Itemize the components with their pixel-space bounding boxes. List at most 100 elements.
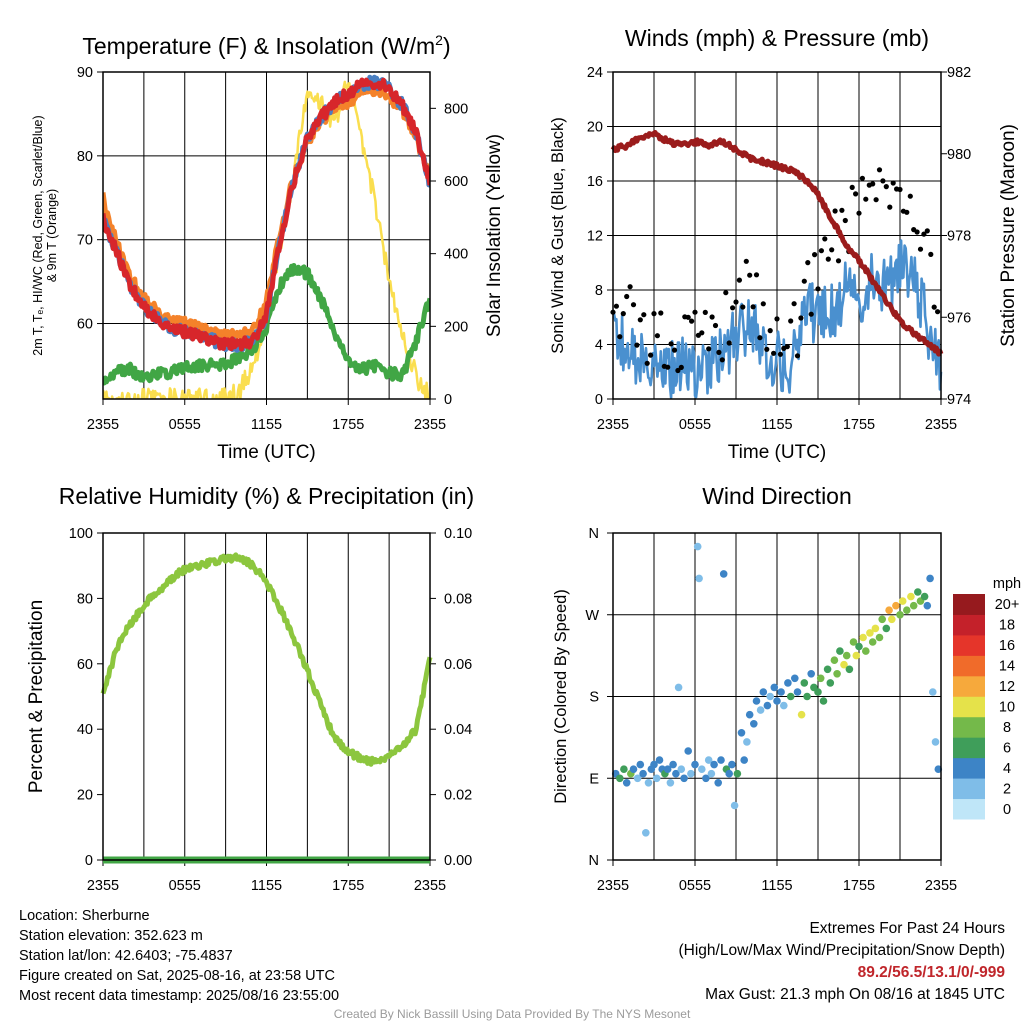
y2-tick-label: 0.08	[444, 591, 472, 607]
gust-point	[644, 360, 650, 366]
direction-point	[677, 765, 686, 773]
gust-point	[863, 196, 869, 202]
x-axis-label: Time (UTC)	[217, 442, 316, 463]
y-tick-label: 70	[77, 233, 93, 249]
gust-point	[829, 247, 835, 253]
colorbar-label: 12	[999, 679, 1015, 695]
gust-point	[753, 272, 760, 278]
colorbar-title: mph	[993, 576, 1021, 592]
colorbar-label: 0	[1003, 802, 1011, 818]
direction-point	[770, 683, 779, 692]
direction-point	[759, 688, 768, 696]
direction-point	[616, 774, 624, 783]
y-tick-label: 24	[587, 65, 603, 81]
colorbar-swatch	[953, 675, 985, 697]
gust-point	[890, 180, 896, 186]
direction-point	[816, 674, 825, 683]
gust-point	[736, 277, 743, 283]
y2-tick-label: 0.10	[444, 526, 472, 542]
colorbar-label: 8	[1003, 720, 1011, 736]
chart-panel-3: 2355 0555 1155 1755 2355 0 20 40 60 80 100 0.00 0.02…	[26, 483, 474, 894]
direction-point	[766, 692, 774, 701]
direction-point	[725, 769, 733, 778]
gust-point	[654, 333, 661, 339]
y2-tick-label: 976	[947, 310, 971, 326]
y-tick-label: E	[589, 771, 599, 787]
gust-point	[648, 352, 654, 358]
gust-point	[897, 186, 903, 193]
gust-point	[774, 316, 780, 322]
y2-tick-label: 982	[947, 65, 971, 81]
direction-point	[800, 679, 809, 687]
y-tick-label: 40	[77, 722, 93, 738]
colorbar-label: 2	[1003, 781, 1011, 797]
direction-point	[898, 597, 907, 605]
direction-point	[740, 756, 748, 764]
recent-timestamp: Most recent data timestamp: 2025/08/16 2…	[19, 988, 340, 1004]
gust-point	[839, 207, 845, 213]
direction-point	[695, 574, 703, 583]
direction-point	[797, 710, 806, 719]
gust-point	[805, 260, 811, 266]
direction-point	[633, 774, 642, 783]
direction-point	[803, 692, 811, 701]
chart-title: Relative Humidity (%) & Precipitation (i…	[59, 483, 474, 509]
gust-point	[808, 311, 814, 317]
credit-line: Created By Nick Bassill Using Data Provi…	[333, 1007, 691, 1021]
direction-point	[714, 779, 722, 787]
y2-tick-label: 800	[444, 101, 468, 117]
y-tick-label: 0	[85, 853, 93, 869]
y2-tick-label: 0.02	[444, 788, 472, 804]
gust-point	[743, 258, 749, 264]
y-axis-label-line: & 9m T (Orange)	[45, 189, 59, 282]
direction-point	[852, 651, 861, 660]
y-axis-label: Percent & Precipitation	[26, 600, 47, 793]
extremes-values: 89.2/56.5/13.1/0/-999	[857, 964, 1005, 981]
direction-point	[752, 697, 761, 705]
gust-point	[842, 217, 848, 224]
y2-tick-label: 0	[444, 392, 452, 408]
direction-point	[791, 674, 799, 683]
x-tick-label: 1155	[251, 417, 282, 433]
gust-point	[613, 303, 620, 309]
y-tick-label: W	[585, 608, 599, 624]
direction-point	[923, 601, 932, 610]
gust-point	[853, 191, 859, 197]
direction-point	[934, 765, 943, 773]
direction-point	[639, 769, 647, 778]
extremes-heading: Extremes For Past 24 Hours	[809, 920, 1005, 937]
gust-point	[620, 311, 626, 317]
x-tick-label: 1155	[761, 417, 792, 433]
gust-point	[883, 184, 889, 190]
direction-point	[763, 701, 772, 710]
gust-point	[904, 209, 910, 215]
gust-point	[788, 318, 794, 324]
direction-point	[750, 720, 758, 728]
y2-tick-label: 0.04	[444, 722, 472, 738]
direction-point	[888, 615, 896, 624]
x-tick-label: 1755	[843, 417, 875, 433]
y2-tick-label: 974	[947, 392, 971, 408]
direction-point	[684, 747, 692, 755]
gust-point	[637, 317, 643, 323]
direction-point	[819, 697, 828, 705]
plot-border	[102, 71, 431, 400]
gust-point	[671, 347, 678, 353]
gust-point	[712, 322, 719, 329]
colorbar-label: 10	[999, 700, 1015, 716]
gust-point	[784, 344, 790, 350]
speed-colorbar: mph 0 2 4 6 8 10 12 14 16 18 20+	[953, 576, 1021, 820]
plot-border	[102, 532, 431, 861]
gust-point	[706, 346, 712, 352]
gust-point	[709, 314, 715, 320]
direction-point	[622, 779, 631, 787]
gust-point	[658, 310, 664, 316]
direction-point	[636, 760, 645, 769]
direction-point	[878, 615, 886, 624]
direction-point	[698, 765, 706, 773]
gust-point	[685, 314, 691, 320]
extremes-info: Extremes For Past 24 Hours (High/Low/Max…	[679, 918, 1006, 1006]
direction-point	[710, 760, 718, 769]
gust-point	[812, 252, 818, 258]
gust-point	[692, 309, 698, 315]
